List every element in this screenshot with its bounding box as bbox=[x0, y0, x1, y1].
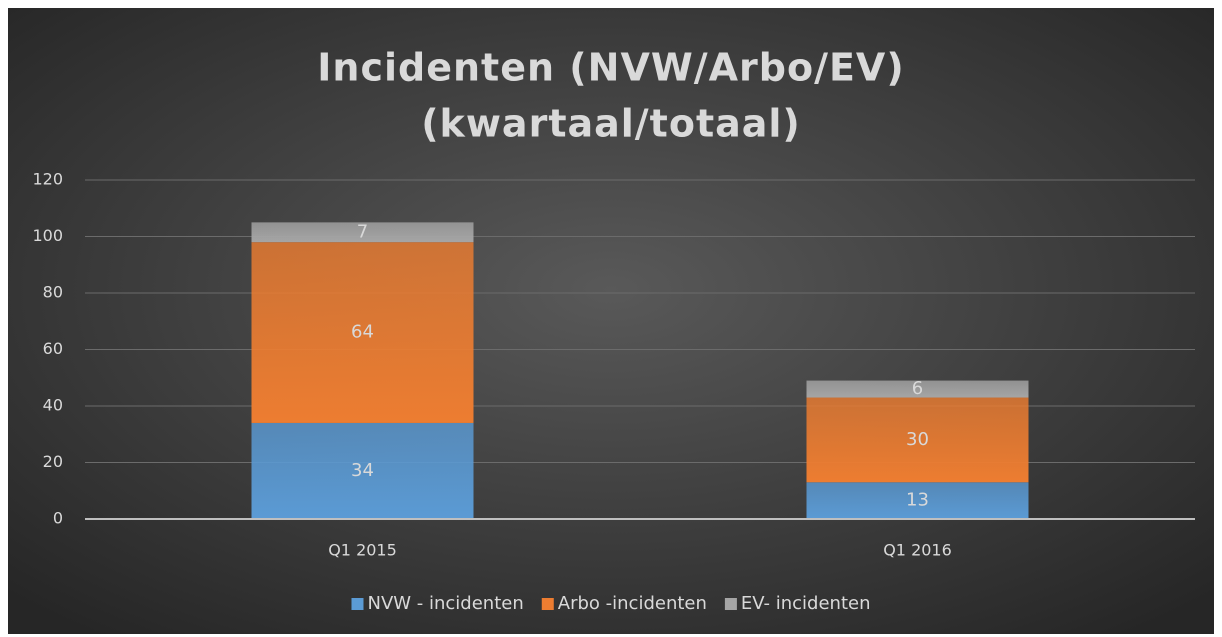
legend-swatch bbox=[724, 598, 737, 610]
data-label: 13 bbox=[906, 490, 929, 511]
bar-segment bbox=[806, 380, 1029, 398]
legend-swatch bbox=[351, 598, 364, 610]
legend-label: EV- incidenten bbox=[741, 593, 871, 614]
y-tick-label: 40 bbox=[43, 396, 63, 415]
data-label: 30 bbox=[906, 429, 929, 450]
bar-segment bbox=[806, 482, 1029, 519]
legend-label: NVW - incidenten bbox=[367, 593, 523, 614]
y-tick-label: 60 bbox=[43, 339, 63, 358]
y-tick-label: 20 bbox=[43, 452, 63, 471]
data-label: 64 bbox=[351, 322, 374, 343]
data-label: 6 bbox=[912, 378, 923, 399]
bar-segment bbox=[251, 242, 474, 423]
chart-title: (kwartaal/totaal) bbox=[421, 102, 801, 146]
bar-segment bbox=[251, 222, 474, 243]
x-tick-label: Q1 2015 bbox=[328, 541, 397, 560]
y-tick-label: 100 bbox=[32, 226, 63, 245]
y-tick-label: 80 bbox=[43, 283, 63, 302]
y-tick-label: 0 bbox=[53, 509, 63, 528]
legend-swatch bbox=[541, 598, 554, 610]
data-label: 7 bbox=[357, 221, 368, 242]
legend-label: Arbo -incidenten bbox=[558, 593, 707, 614]
x-tick-label: Q1 2016 bbox=[883, 541, 952, 560]
chart-title: Incidenten (NVW/Arbo/EV) bbox=[317, 46, 904, 90]
chart-background bbox=[8, 8, 1214, 634]
bar-segment bbox=[806, 397, 1029, 483]
bar-segment bbox=[251, 422, 474, 519]
y-tick-label: 120 bbox=[32, 170, 63, 189]
data-label: 34 bbox=[351, 460, 374, 481]
